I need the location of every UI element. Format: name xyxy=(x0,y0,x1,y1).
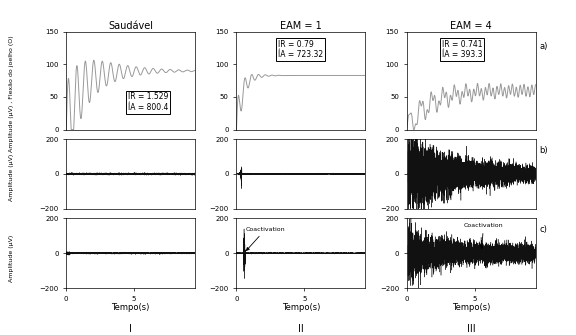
Text: Amplitude (μV): Amplitude (μV) xyxy=(9,234,14,282)
Text: Amplitude (μV) , Flexão do joelho (O): Amplitude (μV) , Flexão do joelho (O) xyxy=(9,36,14,152)
Text: IR = 0.79
ÍA = 723.32: IR = 0.79 ÍA = 723.32 xyxy=(278,40,323,59)
Text: II: II xyxy=(298,324,304,334)
Text: III: III xyxy=(467,324,476,334)
Text: Coactivation: Coactivation xyxy=(464,223,503,249)
Text: b): b) xyxy=(540,146,548,155)
Text: a): a) xyxy=(540,42,548,51)
Title: EAM = 1: EAM = 1 xyxy=(280,21,322,31)
Text: Amplitude (μV): Amplitude (μV) xyxy=(9,154,14,201)
X-axis label: Tempo(s): Tempo(s) xyxy=(452,303,490,312)
X-axis label: Tempo(s): Tempo(s) xyxy=(282,303,320,312)
Text: I: I xyxy=(129,324,132,334)
Title: Saudável: Saudável xyxy=(108,21,153,31)
Text: Coactivation: Coactivation xyxy=(246,226,286,251)
Text: IR = 1.529
ÍA = 800.4: IR = 1.529 ÍA = 800.4 xyxy=(128,92,169,112)
Text: c): c) xyxy=(540,225,547,234)
X-axis label: Tempo(s): Tempo(s) xyxy=(112,303,150,312)
Title: EAM = 4: EAM = 4 xyxy=(450,21,492,31)
Text: IR = 0.741
ÍA = 393.3: IR = 0.741 ÍA = 393.3 xyxy=(442,40,482,59)
